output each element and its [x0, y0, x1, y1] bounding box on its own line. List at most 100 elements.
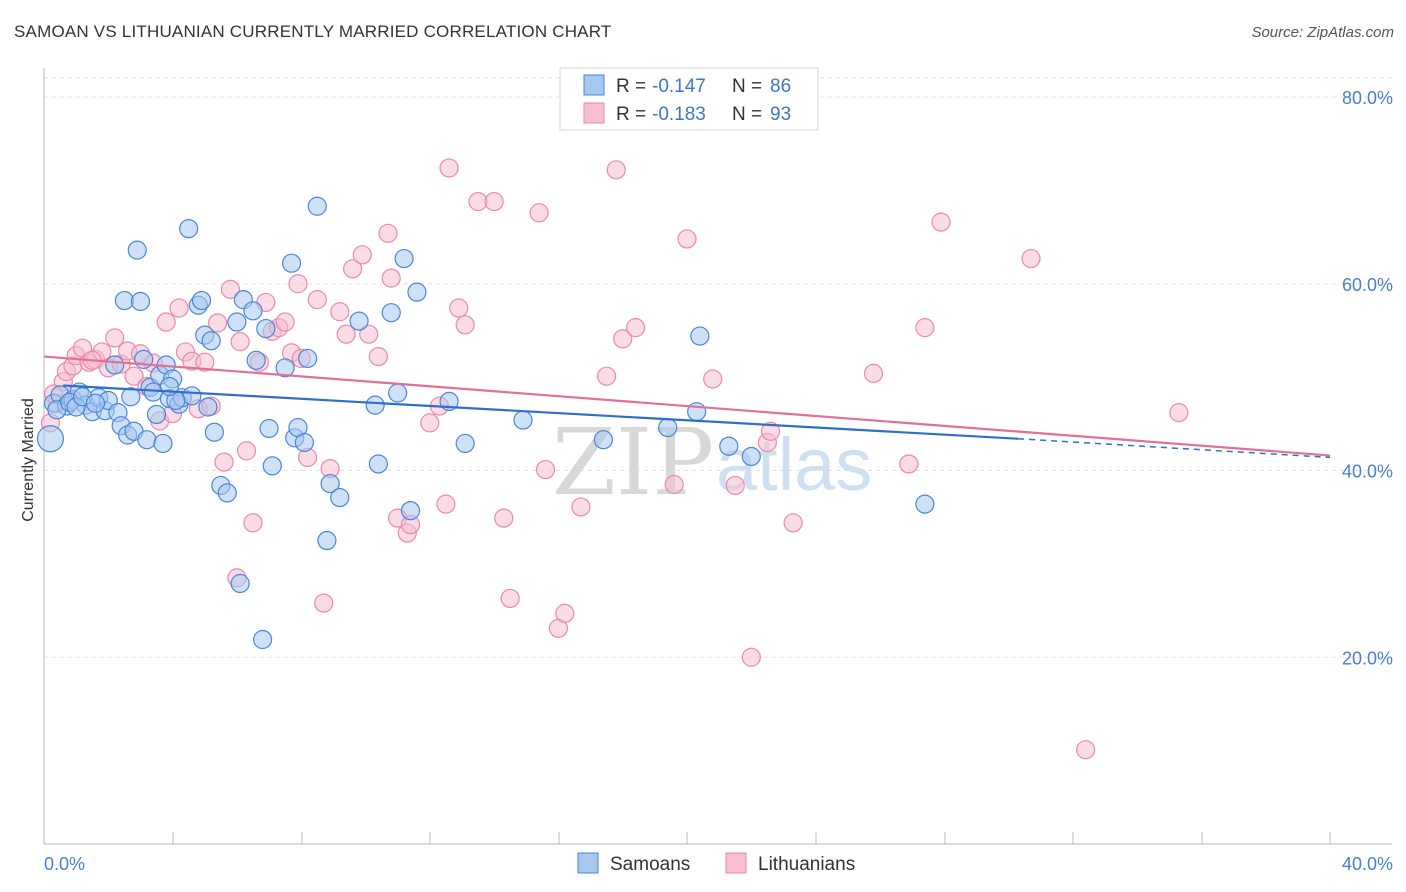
lithuanian-point [169, 298, 189, 318]
legend-r-label: R = [616, 104, 646, 125]
series-legend-label-samoans: Samoans [610, 854, 690, 875]
lithuanian-point [359, 324, 379, 344]
lithuanian-point [899, 454, 919, 474]
lithuanian-point [330, 302, 350, 322]
lithuanian-point [931, 212, 951, 232]
gridlines [44, 77, 1392, 658]
samoan-point [217, 483, 237, 503]
samoan-point [153, 433, 173, 454]
samoan-point [137, 430, 157, 450]
samoan-point [513, 410, 533, 430]
legend-swatch-samoans [583, 74, 605, 96]
samoans-points [36, 196, 935, 650]
samoan-point [105, 355, 125, 375]
samoan-point [388, 383, 408, 403]
samoan-point [243, 301, 263, 321]
lithuanian-point [915, 318, 935, 338]
samoan-point [143, 382, 163, 402]
samoans-trend-extension [1018, 438, 1331, 459]
watermark: ZIP atlas [552, 409, 872, 516]
legend-n-label: N = [732, 104, 762, 125]
lithuanian-point [555, 603, 575, 623]
samoan-point [36, 425, 65, 453]
lithuanian-point [343, 259, 363, 279]
samoan-point [593, 430, 614, 450]
y-tick-label: 60.0% [1342, 275, 1393, 295]
lithuanian-point [314, 593, 334, 613]
lithuanian-point [1076, 740, 1096, 760]
samoan-point [719, 436, 739, 456]
lithuanian-point [468, 191, 488, 212]
samoan-point [85, 393, 106, 413]
lithuanian-point [208, 313, 228, 333]
x-tick-label: 0.0% [44, 854, 85, 874]
samoan-point [204, 422, 224, 442]
lithuanian-point [236, 441, 257, 461]
lithuanian-point [606, 160, 626, 180]
lithuanian-point [455, 315, 475, 335]
lithuanian-point [449, 298, 469, 318]
lithuanian-point [664, 474, 684, 495]
samoan-point [400, 501, 421, 521]
legend-r-value-samoans: -0.147 [652, 76, 706, 97]
lithuanian-point [484, 191, 504, 212]
lithuanian-point [105, 328, 125, 348]
lithuanian-point [1169, 403, 1189, 423]
y-tick-label: 40.0% [1342, 462, 1393, 482]
samoan-point [227, 312, 247, 332]
legend-r-value-lithuanians: -0.183 [652, 104, 706, 125]
samoan-point [198, 397, 218, 417]
y-tick-label: 20.0% [1342, 648, 1393, 668]
series-legend: Samoans Lithuanians [577, 852, 855, 875]
lithuanian-point [243, 513, 263, 533]
samoan-point [368, 454, 388, 474]
lithuanian-point [436, 494, 456, 514]
legend-r-label: R = [616, 76, 646, 97]
lithuanian-point [500, 588, 520, 609]
samoan-point [201, 331, 221, 351]
legend-n-value-lithuanians: 93 [770, 104, 791, 125]
tick-labels: 20.0% 40.0% 60.0% 80.0% 0.0% 40.0% [44, 88, 1393, 874]
series-legend-label-lithuanians: Lithuanians [758, 854, 855, 875]
lithuanian-point [1021, 248, 1041, 269]
samoans-trend-line [63, 384, 1019, 440]
lithuanian-point [703, 369, 723, 389]
series-legend-swatch-lithuanians [725, 852, 747, 874]
lithuanian-point [571, 497, 591, 517]
lithuanian-point [214, 452, 234, 472]
samoan-point [394, 248, 414, 269]
samoan-point [256, 318, 276, 339]
lithuanian-point [156, 312, 176, 332]
legend-swatch-lithuanians [583, 102, 605, 124]
lithuanian-point [863, 363, 884, 383]
trend-lines [43, 355, 1331, 459]
samoan-point [182, 386, 202, 406]
lithuanian-point [336, 324, 356, 344]
samoan-point [349, 311, 369, 331]
samoan-point [365, 395, 385, 415]
samoan-point [381, 303, 401, 323]
lithuanian-point [725, 475, 745, 496]
samoan-point [130, 291, 151, 312]
samoan-point [915, 494, 935, 514]
lithuanian-point [381, 268, 401, 288]
lithuanian-point [494, 508, 514, 528]
lithuanian-point [307, 290, 327, 310]
lithuanian-point [220, 279, 241, 299]
samoan-point [127, 240, 147, 260]
samoan-point [320, 473, 340, 494]
samoan-point [330, 487, 350, 508]
lithuanian-point [124, 366, 144, 386]
samoan-point [191, 290, 212, 311]
samoan-point [114, 290, 134, 311]
samoan-point [294, 432, 315, 453]
samoan-point [298, 348, 318, 369]
lithuanian-point [352, 245, 372, 265]
samoan-point [275, 358, 295, 378]
lithuanian-point [677, 229, 697, 249]
samoan-point [407, 282, 427, 302]
samoan-point [690, 326, 710, 346]
x-tick-label: 40.0% [1342, 854, 1393, 874]
samoan-point [262, 456, 282, 476]
